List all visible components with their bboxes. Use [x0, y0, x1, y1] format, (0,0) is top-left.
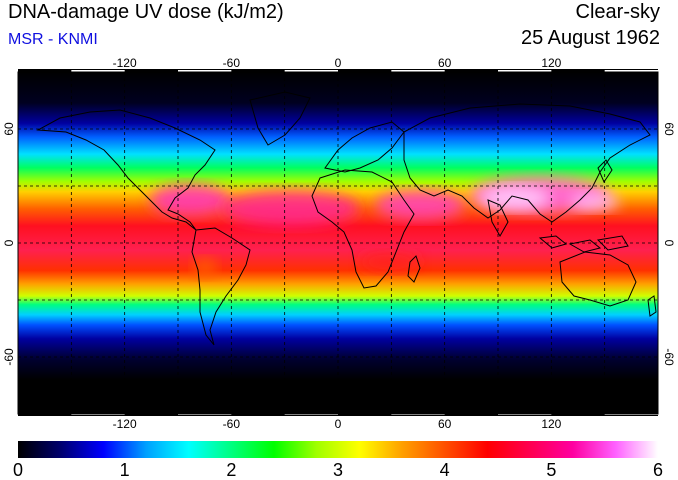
lon-tick-label: 60 — [438, 417, 452, 431]
data-source: MSR - KNMI — [8, 31, 98, 48]
colorbar-tick-label: 5 — [546, 460, 556, 480]
lat-tick-label: -60 — [2, 348, 16, 366]
colorbar-tick-label: 3 — [333, 460, 343, 480]
colorbar-tick-label: 2 — [226, 460, 236, 480]
lon-tick-label: 120 — [541, 417, 561, 431]
sky-condition: Clear-sky — [575, 1, 660, 23]
lon-tick-label: -60 — [223, 56, 241, 70]
colorbar — [18, 441, 658, 458]
lon-ticks-top: -120 -60 0 60 120 — [113, 56, 562, 70]
graticule — [18, 72, 658, 414]
lon-tick-label: -120 — [113, 417, 137, 431]
colorbar-labels: 0 1 2 3 4 5 6 — [13, 460, 663, 480]
lat-tick-label: 0 — [662, 240, 676, 247]
map-frame — [17, 69, 659, 416]
lat-tick-label: -60 — [662, 348, 676, 366]
lon-tick-label: -60 — [223, 417, 241, 431]
lat-tick-label: 60 — [2, 122, 16, 136]
lon-tick-label: 0 — [335, 56, 342, 70]
lon-tick-label: 60 — [438, 56, 452, 70]
map-date: 25 August 1962 — [520, 27, 660, 49]
lat-ticks-right: 60 0 -60 — [662, 122, 676, 366]
lat-tick-label: 0 — [2, 239, 16, 246]
colorbar-tick-label: 1 — [120, 460, 130, 480]
colorbar-tick-label: 6 — [653, 460, 663, 480]
lon-tick-label: 0 — [335, 417, 342, 431]
lat-tick-label: 60 — [662, 122, 676, 136]
coastlines — [18, 91, 658, 399]
lon-ticks-bottom: -120 -60 0 60 120 — [113, 417, 562, 431]
colorbar-tick-label: 4 — [440, 460, 450, 480]
colorbar-tick-label: 0 — [13, 460, 23, 480]
lat-ticks-left: 60 0 -60 — [2, 122, 16, 366]
lon-tick-label: -120 — [113, 56, 137, 70]
map-title: DNA-damage UV dose (kJ/m2) — [8, 1, 284, 23]
lon-tick-label: 120 — [541, 56, 561, 70]
